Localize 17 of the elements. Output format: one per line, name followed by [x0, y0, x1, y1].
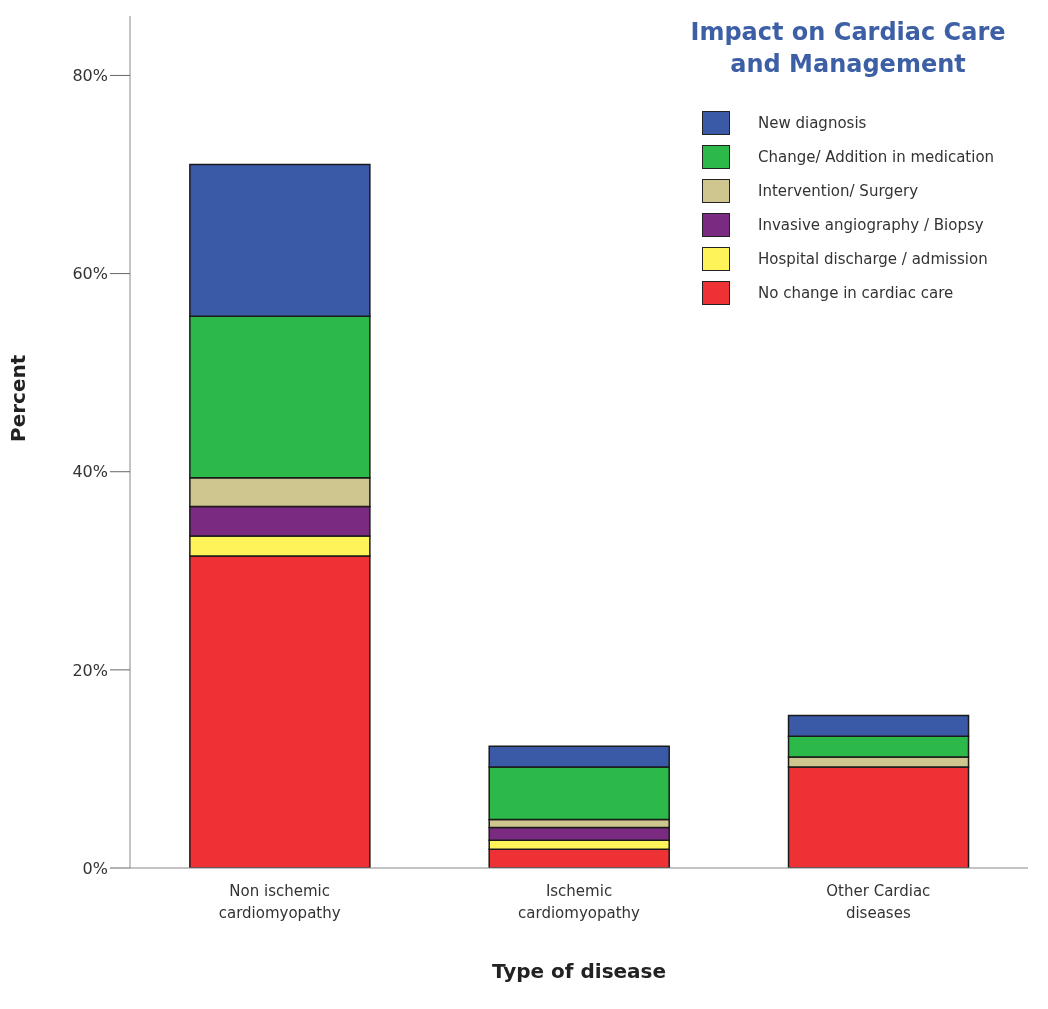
y-tick-label: 0% [82, 858, 108, 878]
y-tick-label: 80% [72, 66, 108, 86]
legend-label: New diagnosis [758, 114, 867, 132]
x-tick-label: Non ischemic cardiomyopathy [218, 882, 341, 922]
x-tick-label: Ischemic cardiomyopathy [518, 882, 641, 922]
legend-label: No change in cardiac care [758, 284, 954, 302]
y-tick-label: 20% [72, 660, 108, 680]
y-tick-label: 40% [72, 462, 108, 482]
legend-label: Change/ Addition in medication [758, 148, 995, 166]
y-tick-label: 60% [72, 264, 108, 284]
x-axis-title: Type of disease [491, 959, 667, 983]
legend-label: Hospital discharge / admission [758, 250, 988, 268]
legend-label: Invasive angiography / Biopsy [758, 216, 984, 234]
legend-label: Intervention/ Surgery [758, 182, 919, 200]
x-tick-label: Other Cardiac diseases [826, 882, 931, 922]
y-axis-title: Percent [6, 354, 31, 442]
text: Impact on Cardiac Care and Management [689, 17, 1007, 80]
